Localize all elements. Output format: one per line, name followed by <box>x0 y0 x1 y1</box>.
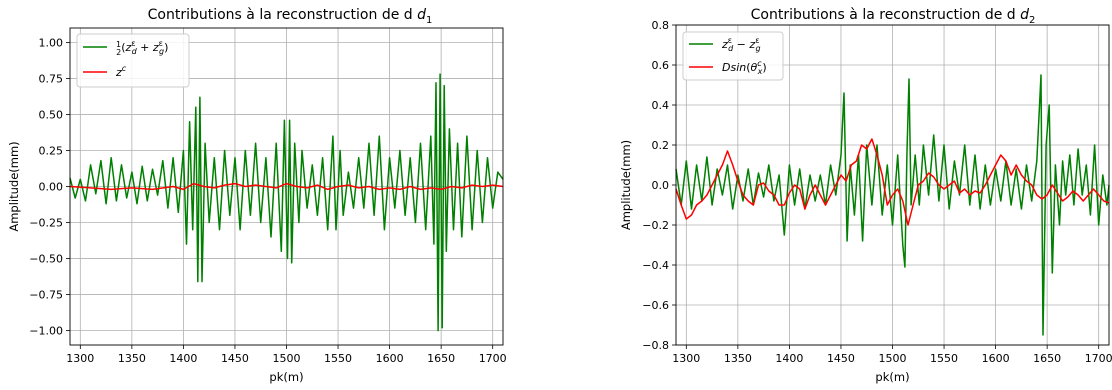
legend-label-zc: zc <box>115 64 127 79</box>
chart-d1-ytick-label: 0.00 <box>39 181 64 194</box>
chart-d1-ytick-label: 0.50 <box>39 108 64 121</box>
chart-d2-ylabel: Amplitude(mm) <box>619 140 633 230</box>
chart-d1-xlabel: pk(m) <box>269 370 303 384</box>
chart-d2-ytick-label: −0.8 <box>642 339 669 352</box>
chart-d1-xtick-label: 1700 <box>479 352 507 365</box>
chart-d1-ytick-label: −0.75 <box>29 289 63 302</box>
chart-d2-legend: zε d − zε g Dsin(θc x) <box>682 31 784 81</box>
chart-d2-x-ticks: 1300 1350 1400 1450 1500 1550 1600 1650 1700 <box>672 345 1112 365</box>
chart-d2-xtick-label: 1700 <box>1085 352 1112 365</box>
chart-d1-legend: 1 2(zε d + zε g) zc <box>76 33 190 88</box>
chart-d2-xtick-label: 1450 <box>827 352 855 365</box>
chart-d1-xtick-label: 1500 <box>273 352 301 365</box>
legend-label-mean-z-epsilon: 1 2(zε d + zε g) <box>116 39 168 57</box>
chart-d2-ytick-label: −0.6 <box>642 299 669 312</box>
chart-d1-xtick-label: 1300 <box>66 352 94 365</box>
chart-d1-series-line-green <box>69 73 504 332</box>
chart-d1-series-line-red <box>69 182 504 191</box>
chart-d1-ytick-label: 0.75 <box>39 72 64 85</box>
chart-d2-xtick-label: 1650 <box>1033 352 1061 365</box>
chart-d2-series-line-red <box>675 138 1110 226</box>
chart-d1-xtick-label: 1350 <box>118 352 146 365</box>
chart-d2-y-ticks: −0.8 −0.6 −0.4 −0.2 0.0 0.2 0.4 0.6 0.8 <box>642 19 676 352</box>
chart-d1-ytick-label: −0.50 <box>29 253 63 266</box>
chart-d1-x-ticks: 1300 1350 1400 1450 1500 1550 1600 1650 1700 <box>66 345 507 365</box>
chart-d1-xtick-label: 1650 <box>427 352 455 365</box>
chart-d1-ylabel: Amplitude(mm) <box>7 141 21 231</box>
chart-d2-xtick-label: 1600 <box>982 352 1010 365</box>
legend-label-dsin: Dsin(θc x) <box>722 59 767 76</box>
chart-d1-series <box>69 73 504 332</box>
chart-d2-ytick-label: 0.8 <box>652 19 670 32</box>
chart-d2-xtick-label: 1500 <box>879 352 907 365</box>
chart-d2-ytick-label: −0.2 <box>642 219 669 232</box>
chart-d2-xtick-label: 1350 <box>724 352 752 365</box>
chart-d1-xtick-label: 1600 <box>376 352 404 365</box>
chart-d1-xtick-label: 1400 <box>169 352 197 365</box>
chart-d1-xtick-label: 1450 <box>221 352 249 365</box>
chart-d1-ytick-label: 0.25 <box>39 144 64 157</box>
chart-d2-title: Contributions à la reconstruction de d d… <box>751 7 1036 26</box>
chart-d2-xlabel: pk(m) <box>875 370 909 384</box>
chart-d2: Contributions à la reconstruction de d d… <box>619 7 1112 384</box>
chart-d2-series-line-green <box>675 74 1110 336</box>
chart-d1-title: Contributions à la reconstruction de d d… <box>148 7 433 26</box>
chart-d2-ytick-label: 0.6 <box>652 59 670 72</box>
chart-d2-ytick-label: 0.0 <box>652 179 670 192</box>
chart-d1-y-ticks: −1.00 −0.75 −0.50 −0.25 0.00 0.25 0.50 0.75 1.00 <box>29 36 70 338</box>
chart-d2-series <box>675 74 1110 336</box>
chart-d2-xtick-label: 1550 <box>930 352 958 365</box>
chart-d2-xtick-label: 1400 <box>775 352 803 365</box>
chart-d2-ytick-label: −0.4 <box>642 259 669 272</box>
legend-entry-mean-z-epsilon: 1 2(zε d + zε g) <box>116 39 168 57</box>
chart-d1-ytick-label: −1.00 <box>29 325 63 338</box>
legend-label-z-diff: zε d − zε g <box>721 36 761 53</box>
chart-d2-ytick-label: 0.2 <box>652 139 670 152</box>
chart-d1: Contributions à la reconstruction de d d… <box>7 7 507 384</box>
chart-d2-xtick-label: 1300 <box>672 352 700 365</box>
chart-d1-ytick-label: 1.00 <box>39 36 64 49</box>
chart-d2-ytick-label: 0.4 <box>652 99 670 112</box>
chart-d1-xtick-label: 1550 <box>324 352 352 365</box>
chart-d1-ytick-label: −0.25 <box>29 217 63 230</box>
